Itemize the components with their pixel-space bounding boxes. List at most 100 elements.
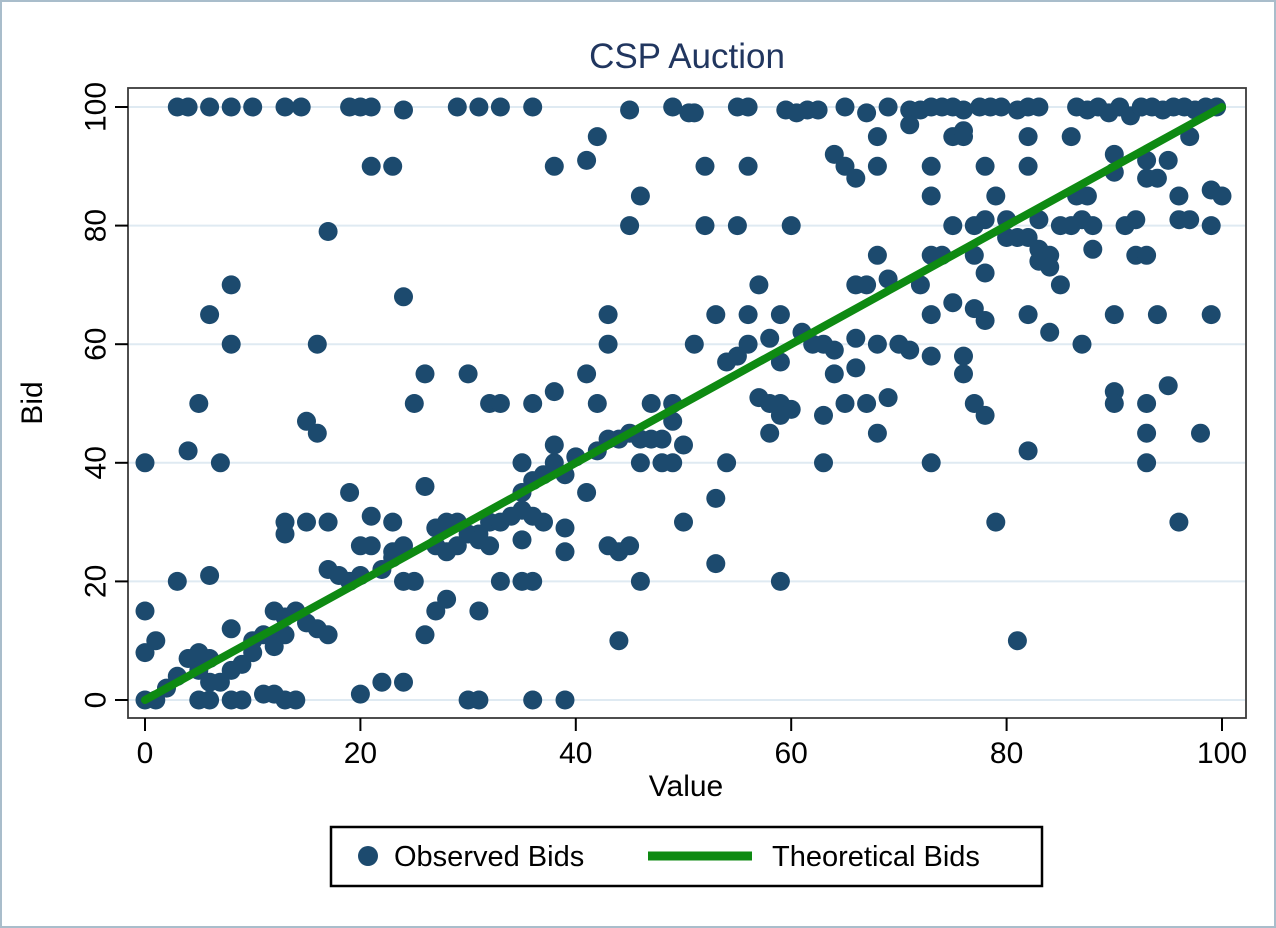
- scatter-point: [1007, 631, 1027, 651]
- scatter-point: [544, 435, 564, 455]
- scatter-point: [760, 328, 780, 348]
- scatter-point: [200, 566, 220, 585]
- scatter-point: [394, 672, 413, 692]
- scatter-point: [469, 97, 489, 117]
- scatter-point: [1018, 156, 1038, 176]
- scatter-point: [760, 423, 780, 443]
- scatter-point: [975, 156, 995, 176]
- scatter-point: [620, 216, 640, 236]
- scatter-point: [555, 518, 575, 538]
- scatter-point: [232, 690, 252, 710]
- scatter-point: [544, 156, 564, 176]
- scatter-point: [469, 601, 489, 621]
- scatter-point: [1201, 216, 1221, 236]
- scatter-point: [1083, 216, 1103, 236]
- scatter-point: [210, 672, 230, 692]
- scatter-point: [921, 453, 941, 473]
- scatter-point: [706, 488, 726, 508]
- scatter-point: [587, 127, 607, 147]
- scatter-point: [189, 394, 209, 413]
- scatter-point: [954, 121, 973, 141]
- scatter-point: [318, 512, 338, 532]
- scatter-point: [663, 97, 683, 117]
- scatter-point: [361, 97, 381, 117]
- theoretical-bids-line-group: [141, 103, 1226, 704]
- x-axis-title: Value: [649, 770, 724, 803]
- scatter-point: [469, 690, 489, 710]
- scatter-point: [200, 97, 220, 117]
- scatter-point: [135, 453, 155, 473]
- scatter-point: [221, 334, 241, 354]
- scatter-point: [846, 328, 866, 348]
- scatter-point: [878, 388, 898, 408]
- x-tick-label-40: 40: [559, 737, 592, 770]
- scatter-point: [221, 275, 241, 295]
- y-tick-label-20: 20: [80, 565, 113, 598]
- scatter-point: [867, 423, 887, 443]
- scatter-point: [1137, 245, 1157, 265]
- scatter-point: [781, 216, 801, 236]
- scatter-point: [232, 654, 252, 674]
- scatter-point: [749, 275, 769, 295]
- scatter-point: [264, 637, 284, 657]
- scatter-point: [415, 477, 435, 496]
- scatter-point: [706, 554, 726, 574]
- scatter-point: [1061, 127, 1081, 147]
- scatter-point: [577, 150, 597, 170]
- scatter-point: [857, 394, 877, 413]
- axes: 0 20 40 60 80 100 0 20 40 60 80 100: [80, 82, 1248, 770]
- scatter-point: [630, 186, 650, 206]
- scatter-point: [1169, 512, 1189, 532]
- scatter-point: [1158, 376, 1178, 396]
- scatter-point: [1104, 394, 1124, 413]
- legend-observed-marker-icon: [358, 846, 378, 866]
- scatter-point: [1040, 257, 1060, 277]
- y-tick-label-40: 40: [80, 446, 113, 479]
- scatter-point: [738, 305, 758, 325]
- scatter-point: [717, 352, 737, 372]
- scatter-point: [846, 168, 866, 188]
- scatter-point: [555, 690, 575, 710]
- scatter-point: [1137, 394, 1157, 413]
- scatter-point: [523, 97, 543, 117]
- scatter-point: [770, 405, 790, 425]
- scatter-point: [512, 530, 532, 550]
- scatter-point: [943, 216, 963, 236]
- scatter-point: [587, 394, 607, 413]
- scatter-point: [415, 364, 435, 384]
- scatter-point: [577, 483, 597, 502]
- scatter-point: [921, 156, 941, 176]
- scatter-point: [770, 305, 790, 325]
- scatter-point: [598, 305, 618, 325]
- y-tick-label-100: 100: [80, 82, 113, 132]
- scatter-point: [738, 97, 758, 117]
- scatter-point: [1137, 453, 1157, 473]
- scatter-point: [975, 311, 995, 330]
- scatter-point: [1180, 210, 1200, 230]
- scatter-point: [630, 571, 650, 591]
- scatter-point: [490, 571, 510, 591]
- scatter-point: [674, 435, 693, 455]
- scatter-point: [243, 97, 263, 117]
- scatter-point: [318, 625, 338, 645]
- scatter-point: [663, 453, 683, 473]
- scatter-point: [1018, 127, 1038, 147]
- scatter-point: [135, 601, 155, 621]
- scatter-point: [954, 100, 973, 120]
- scatter-point: [674, 512, 693, 532]
- scatter-point: [867, 127, 887, 147]
- theoretical-bids-line: [141, 103, 1226, 704]
- scatter-point: [738, 156, 758, 176]
- scatter-point: [921, 305, 941, 325]
- scatter-point: [824, 364, 844, 384]
- scatter-point: [867, 334, 887, 354]
- legend: Observed Bids Theoretical Bids: [329, 825, 1044, 888]
- scatter-point: [652, 429, 672, 449]
- scatter-point: [814, 405, 833, 425]
- scatter-point: [695, 216, 715, 236]
- y-tick-label-80: 80: [80, 209, 113, 242]
- scatter-point: [878, 97, 898, 117]
- scatter-point: [307, 423, 327, 443]
- scatter-point: [921, 346, 941, 366]
